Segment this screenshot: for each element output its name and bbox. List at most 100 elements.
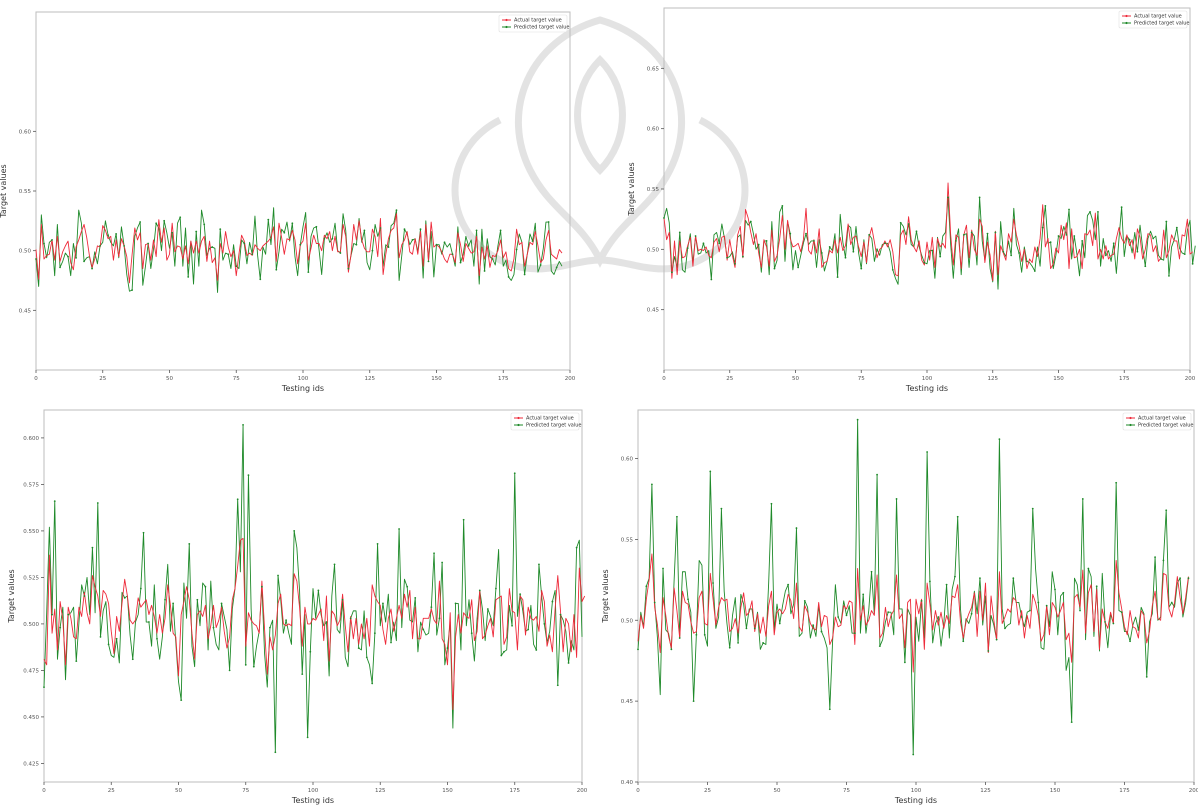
predicted-point: [503, 650, 505, 653]
series-line-predicted: [663, 197, 1196, 290]
legend-marker: [1129, 416, 1132, 420]
legend-marker: [1129, 423, 1132, 427]
legend-marker: [505, 18, 508, 22]
x-tick-label: 150: [431, 376, 442, 382]
predicted-point: [235, 265, 238, 268]
predicted-point: [357, 647, 360, 649]
predicted-point: [500, 654, 503, 657]
predicted-point: [172, 602, 175, 605]
predicted-point: [483, 270, 486, 272]
x-tick-label: 75: [233, 376, 240, 382]
predicted-point: [686, 247, 689, 250]
chart-panel-bottom-right: 0 25 50 75 100 125 150 175 200 0.40 0.45 0.50 0.55 0.…: [601, 400, 1198, 812]
predicted-point: [459, 261, 462, 264]
predicted-point: [414, 596, 417, 599]
legend-label: Actual target value: [1134, 14, 1182, 20]
predicted-point: [435, 243, 438, 246]
predicted-point: [676, 515, 678, 518]
predicted-point: [718, 242, 721, 245]
predicted-point: [567, 662, 570, 664]
predicted-point: [998, 438, 1001, 441]
predicted-point: [1020, 616, 1023, 618]
predicted-point: [789, 232, 792, 235]
predicted-point: [903, 661, 906, 664]
predicted-point: [1079, 609, 1081, 612]
predicted-point: [180, 699, 183, 702]
predicted-point: [1037, 601, 1040, 604]
predicted-point: [828, 246, 831, 248]
x-tick-label: 125: [375, 788, 386, 794]
predicted-point: [274, 751, 277, 754]
legend-marker: [505, 25, 508, 29]
predicted-point: [115, 637, 118, 640]
x-tick-label: 75: [843, 788, 850, 794]
predicted-point: [331, 237, 334, 240]
series-line-actual: [35, 213, 563, 284]
predicted-point: [211, 246, 214, 248]
predicted-point: [770, 502, 773, 505]
predicted-point: [395, 209, 398, 211]
predicted-point: [1128, 238, 1131, 241]
predicted-point: [1081, 239, 1084, 242]
x-tick-label: 25: [726, 376, 733, 382]
predicted-point: [523, 273, 526, 276]
predicted-point: [443, 241, 446, 244]
predicted-point: [1045, 604, 1048, 607]
predicted-point: [947, 196, 949, 199]
predicted-point: [970, 231, 973, 234]
legend: [510, 412, 580, 431]
predicted-point: [820, 252, 823, 254]
plot-frame: [35, 11, 571, 371]
legend: [1122, 412, 1192, 431]
predicted-point: [836, 276, 839, 278]
predicted-point: [1175, 226, 1178, 229]
x-tick-label: 50: [166, 376, 173, 382]
y-tick-label: 0.60: [621, 457, 634, 463]
predicted-point: [797, 266, 800, 269]
predicted-point: [637, 648, 639, 651]
y-tick-label: 0.575: [23, 482, 39, 488]
predicted-point: [438, 617, 441, 620]
predicted-point: [147, 242, 150, 245]
predicted-point: [1137, 629, 1140, 631]
x-tick-label: 200: [577, 788, 588, 794]
predicted-point: [745, 627, 748, 630]
predicted-point: [260, 585, 263, 588]
chart-svg-top-left: 0 25 50 75 100 125 150 175 200 0.45 0.50 0.55 0.60 Te…: [0, 11, 576, 393]
predicted-point: [884, 242, 886, 245]
x-tick-label: 0: [34, 376, 38, 382]
predicted-point: [511, 624, 513, 627]
predicted-point: [670, 271, 673, 274]
predicted-point: [43, 686, 45, 689]
predicted-point: [1012, 577, 1015, 580]
predicted-point: [376, 543, 379, 545]
predicted-point: [83, 595, 86, 597]
predicted-point: [475, 229, 478, 232]
predicted-point: [994, 231, 997, 234]
y-tick-label: 0.500: [23, 622, 39, 628]
legend-label: Predicted target value: [514, 25, 570, 31]
predicted-point: [267, 218, 270, 221]
x-tick-label: 50: [175, 788, 182, 794]
predicted-point: [891, 268, 894, 271]
predicted-point: [390, 641, 392, 644]
predicted-point: [1162, 559, 1165, 562]
predicted-point: [962, 233, 965, 236]
y-tick-label: 0.65: [647, 66, 660, 72]
chart-svg-bottom-left: 0 25 50 75 100 125 150 175 200 0.425 0.450 0.475 0.5…: [7, 409, 588, 805]
predicted-point: [962, 640, 965, 643]
predicted-point: [123, 244, 126, 247]
predicted-point: [306, 736, 309, 739]
predicted-point: [956, 515, 959, 518]
predicted-point: [1095, 585, 1098, 588]
predicted-point: [323, 237, 326, 240]
predicted-point: [753, 627, 756, 630]
predicted-point: [513, 472, 516, 475]
predicted-point: [1104, 620, 1106, 623]
x-tick-label: 200: [565, 376, 576, 382]
x-tick-label: 0: [662, 376, 666, 382]
predicted-point: [259, 278, 262, 281]
predicted-point: [219, 228, 222, 231]
predicted-point: [939, 255, 942, 258]
predicted-point: [937, 616, 940, 618]
